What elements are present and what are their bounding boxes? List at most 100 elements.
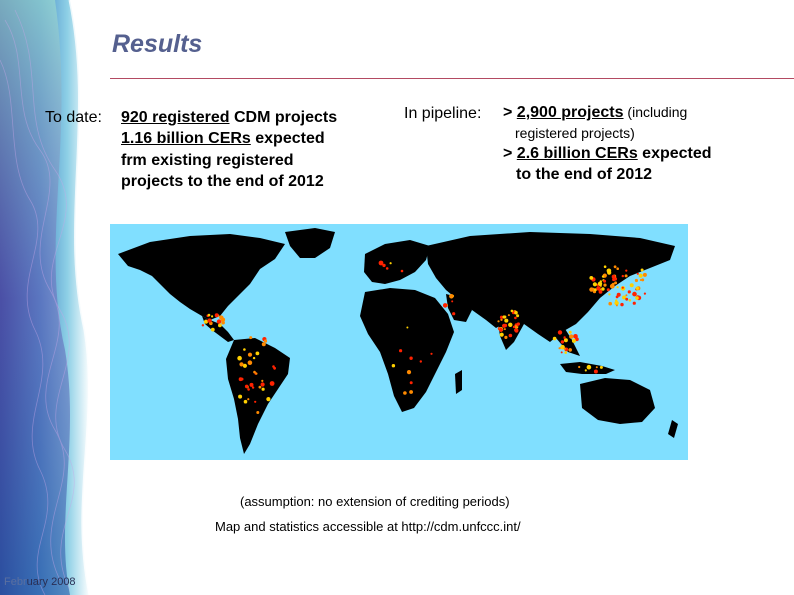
- project-marker: [595, 366, 598, 369]
- project-marker: [249, 382, 254, 387]
- project-marker: [593, 369, 598, 374]
- project-marker: [635, 296, 639, 300]
- project-marker: [557, 330, 563, 335]
- project-marker: [430, 352, 433, 355]
- project-marker: [238, 394, 243, 399]
- project-marker: [399, 349, 403, 353]
- project-marker: [571, 338, 576, 343]
- new-zealand: [668, 420, 678, 438]
- project-marker: [632, 291, 637, 297]
- pipeline-note: (including: [623, 104, 688, 120]
- project-marker: [499, 332, 504, 337]
- to-date-line-4: projects to the end of 2012: [121, 173, 324, 190]
- registered-count: 920 registered: [121, 109, 230, 126]
- project-marker: [502, 315, 506, 319]
- pipeline-cers-amount: 2.6 billion CERs: [516, 145, 638, 162]
- project-marker: [239, 362, 244, 367]
- project-marker: [244, 384, 249, 389]
- project-marker: [586, 364, 592, 370]
- project-marker: [409, 381, 413, 385]
- project-marker: [620, 302, 624, 307]
- project-marker: [385, 267, 389, 270]
- project-marker: [255, 372, 258, 375]
- project-marker: [611, 274, 616, 279]
- project-marker: [584, 369, 587, 372]
- project-marker: [597, 281, 603, 286]
- project-marker: [201, 324, 205, 327]
- project-marker: [598, 290, 603, 294]
- project-marker: [622, 295, 627, 300]
- project-marker: [498, 327, 503, 332]
- project-marker: [207, 313, 211, 317]
- india: [496, 310, 524, 350]
- project-marker: [221, 320, 225, 325]
- project-marker: [266, 397, 271, 402]
- project-marker: [563, 338, 568, 343]
- cers-amount: 1.16 billion CERs: [121, 130, 251, 147]
- project-marker: [621, 274, 624, 278]
- project-marker: [449, 294, 454, 299]
- project-marker: [409, 390, 413, 394]
- project-marker: [603, 283, 607, 287]
- project-marker: [563, 347, 566, 350]
- project-marker: [503, 328, 506, 331]
- project-marker: [451, 300, 454, 303]
- project-marker: [214, 313, 219, 318]
- assumption-note: (assumption: no extension of crediting p…: [240, 494, 510, 509]
- project-marker: [593, 288, 597, 292]
- project-marker: [510, 309, 514, 313]
- project-marker: [452, 312, 456, 316]
- project-marker: [596, 286, 601, 291]
- project-marker: [211, 315, 214, 318]
- europe: [364, 240, 430, 284]
- project-marker: [255, 351, 260, 356]
- project-marker: [563, 336, 566, 339]
- project-marker: [273, 366, 276, 370]
- footer-date-prefix: Febr: [4, 576, 27, 588]
- project-marker: [504, 318, 509, 323]
- to-date-label: To date:: [45, 109, 102, 126]
- project-marker: [625, 294, 628, 297]
- project-marker: [568, 348, 572, 352]
- project-marker: [609, 283, 615, 289]
- project-marker: [627, 290, 631, 294]
- project-marker: [599, 365, 603, 369]
- project-marker: [612, 277, 616, 282]
- project-marker: [625, 297, 629, 301]
- project-marker: [260, 382, 265, 387]
- project-marker: [263, 339, 268, 343]
- africa: [360, 288, 454, 412]
- project-marker: [261, 379, 264, 382]
- project-marker: [249, 336, 253, 340]
- greenland: [285, 228, 335, 258]
- project-marker: [614, 281, 618, 285]
- world-map-graphic: [118, 228, 678, 454]
- project-marker: [640, 268, 644, 272]
- project-marker: [621, 286, 624, 289]
- project-marker: [500, 318, 503, 321]
- project-marker: [210, 327, 215, 332]
- project-marker: [256, 411, 260, 414]
- project-marker: [634, 278, 639, 283]
- project-marker: [601, 275, 604, 278]
- project-marker: [592, 282, 597, 287]
- project-marker: [378, 260, 384, 266]
- north-america: [118, 234, 285, 320]
- project-marker: [442, 303, 448, 308]
- project-marker: [603, 279, 607, 283]
- project-marker: [237, 355, 242, 361]
- cdm-projects-world-map: [110, 224, 688, 460]
- project-marker: [507, 314, 510, 317]
- project-marker: [504, 335, 508, 339]
- project-marker: [514, 316, 517, 320]
- land-masses: [118, 228, 678, 454]
- project-marker: [502, 323, 507, 328]
- project-marker: [589, 276, 594, 280]
- project-marker: [389, 262, 392, 265]
- project-marker: [207, 318, 212, 323]
- project-marker: [254, 400, 257, 403]
- asia: [426, 232, 675, 342]
- to-date-line-1: 920 registered CDM projects: [121, 109, 337, 127]
- decorative-side-art: [0, 0, 92, 595]
- project-marker: [269, 381, 275, 386]
